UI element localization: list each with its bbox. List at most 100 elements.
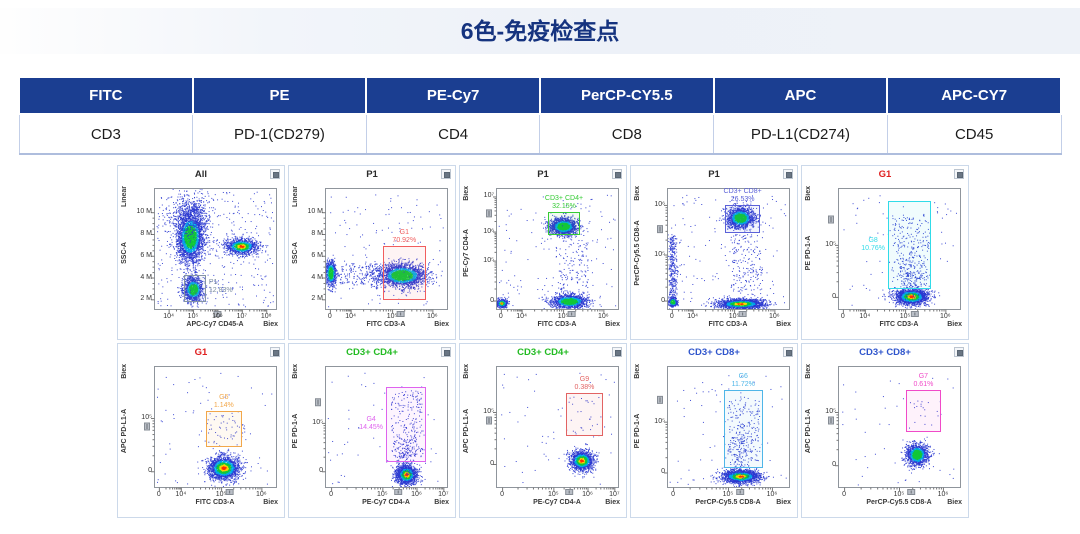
- y-axis-tick-label: 0: [490, 296, 494, 304]
- table-cell: CD8: [539, 113, 715, 155]
- flow-plot-panel: P1 Biex PE-Cy7 CD4-A FITC CD3-A Biex CD3…: [459, 165, 628, 341]
- window-restore-icon[interactable]: [612, 169, 622, 179]
- y-axis-tick-label: 10⁵: [654, 417, 665, 425]
- y-axis-tick-label: 10⁵: [483, 256, 494, 264]
- window-restore-icon[interactable]: [783, 169, 793, 179]
- gate-percent: 1.14%: [213, 401, 234, 409]
- gate-label: G7 0.61%: [913, 373, 933, 389]
- window-restore-icon[interactable]: [441, 347, 451, 357]
- scatter-canvas: [631, 166, 799, 341]
- y-axis-label: PE PD-1-A: [292, 413, 299, 448]
- gate-name: G7: [918, 373, 929, 381]
- plot-title: CD3+ CD8+: [688, 347, 740, 358]
- gate-rect[interactable]: [205, 410, 242, 448]
- x-axis-tick-label: 10⁸: [260, 313, 272, 320]
- table-header-cell: FITC: [18, 76, 194, 115]
- table-header-cell: PerCP-CY5.5: [538, 76, 715, 115]
- gate-rect[interactable]: [905, 390, 942, 432]
- gate-rect[interactable]: [547, 211, 581, 235]
- gate-percent: 70.92%: [392, 237, 417, 245]
- x-axis-label: FITC CD3-A: [195, 499, 235, 506]
- x-axis-tick-label: 10⁶: [769, 313, 780, 320]
- table-cell: CD45: [886, 113, 1062, 155]
- x-axis-tick-label: 10⁵: [386, 313, 398, 320]
- x-axis-scale-label: Biex: [434, 499, 449, 506]
- scatter-canvas: [118, 344, 286, 519]
- window-restore-icon[interactable]: [270, 169, 280, 179]
- x-axis-tick-label: 0: [842, 491, 847, 498]
- y-axis-scale-label: Biex: [634, 364, 641, 379]
- flow-plot-panel: G1 Biex APC PD-L1-A FITC CD3-A Biex G5 1…: [117, 343, 286, 519]
- gate-percent: 12.83%: [208, 287, 233, 295]
- y-axis-tick-label: 0: [148, 467, 152, 475]
- y-axis-tick-label: 10⁶: [483, 227, 494, 235]
- gate-name: CD3+ CD8+: [723, 187, 762, 195]
- y-axis-scale-label: Biex: [292, 364, 299, 379]
- window-restore-icon[interactable]: [783, 347, 793, 357]
- x-axis-scale-label: Biex: [605, 499, 620, 506]
- x-axis-tick-label: 10⁵: [893, 491, 905, 498]
- y-axis-tick-label: 2 M: [140, 295, 152, 303]
- scatter-canvas: [631, 344, 799, 519]
- window-restore-icon[interactable]: [441, 169, 451, 179]
- plot-title: P1: [708, 169, 720, 180]
- x-axis-tick-label: 0: [500, 491, 505, 498]
- gate-rect[interactable]: [382, 246, 426, 300]
- table-cell: CD3: [18, 113, 194, 155]
- table-header-cell: APC: [712, 76, 889, 115]
- plot-title: CD3+ CD8+: [859, 347, 911, 358]
- scatter-canvas: [460, 344, 628, 519]
- x-axis-tick-label: 0: [669, 313, 674, 320]
- y-axis-tick-label: 0: [661, 468, 665, 476]
- y-axis-scale-label: Linear: [121, 186, 128, 208]
- window-restore-icon[interactable]: [612, 347, 622, 357]
- gate-name: G1: [399, 229, 409, 237]
- plot-title: CD3+ CD4+: [346, 347, 398, 358]
- x-axis-tick-label: 0: [329, 491, 334, 498]
- gate-rect[interactable]: [183, 274, 206, 303]
- gate-rect[interactable]: [723, 390, 763, 468]
- y-axis-scale-label: Biex: [805, 186, 812, 201]
- table-header-cell: PE-Cy7: [365, 76, 541, 115]
- window-restore-icon[interactable]: [954, 347, 964, 357]
- y-axis-scale-label: Biex: [463, 364, 470, 379]
- x-axis-tick-label: 10⁵: [728, 313, 740, 320]
- gate-name: G6: [738, 373, 748, 381]
- window-restore-icon-glyph: [615, 350, 621, 356]
- scatter-canvas: [802, 166, 970, 341]
- window-restore-icon-glyph: [273, 172, 279, 178]
- x-axis-tick-label: 10⁴: [516, 313, 528, 320]
- x-axis-tick-label: 10⁷: [609, 491, 620, 498]
- y-axis-tick-label: 10⁵: [483, 407, 494, 415]
- x-axis-tick-label: 10⁵: [187, 313, 199, 320]
- x-axis-scale-label: Biex: [776, 321, 791, 328]
- scatter-canvas: [289, 166, 457, 341]
- gate-name: G9: [579, 375, 590, 383]
- gate-rect[interactable]: [888, 201, 931, 290]
- gate-rect[interactable]: [386, 386, 427, 462]
- x-axis-tick-label: 10⁶: [766, 491, 778, 498]
- x-axis-tick-label: 10⁶: [411, 491, 422, 498]
- gate-rect[interactable]: [566, 392, 603, 437]
- y-axis-tick-label: 4 M: [140, 273, 152, 281]
- y-axis-tick-label: 10⁵: [825, 240, 836, 248]
- window-restore-icon[interactable]: [954, 169, 964, 179]
- y-axis-tick-label: 10⁵: [141, 414, 152, 422]
- gate-label: G9 0.38%: [575, 376, 595, 392]
- window-restore-icon-glyph: [786, 172, 792, 178]
- gate-rect[interactable]: [724, 204, 761, 234]
- scatter-canvas: [460, 166, 628, 341]
- window-restore-icon[interactable]: [270, 347, 280, 357]
- gate-label: P1 12.83%: [209, 279, 233, 295]
- y-axis-tick-label: 0: [490, 460, 494, 467]
- gate-percent: 11.72%: [731, 381, 755, 389]
- y-axis-label: APC PD-L1-A: [805, 408, 812, 453]
- gate-label: CD3+ CD4+ 32.15%: [545, 195, 583, 211]
- x-axis-tick-label: 0: [156, 491, 161, 498]
- x-axis-tick-label: 10⁶: [427, 313, 438, 320]
- x-axis-tick-label: 10⁵: [547, 491, 559, 498]
- page-title: 6色-免疫检查点: [460, 18, 620, 44]
- gate-name: G4: [366, 416, 376, 424]
- window-restore-icon-glyph: [957, 350, 963, 356]
